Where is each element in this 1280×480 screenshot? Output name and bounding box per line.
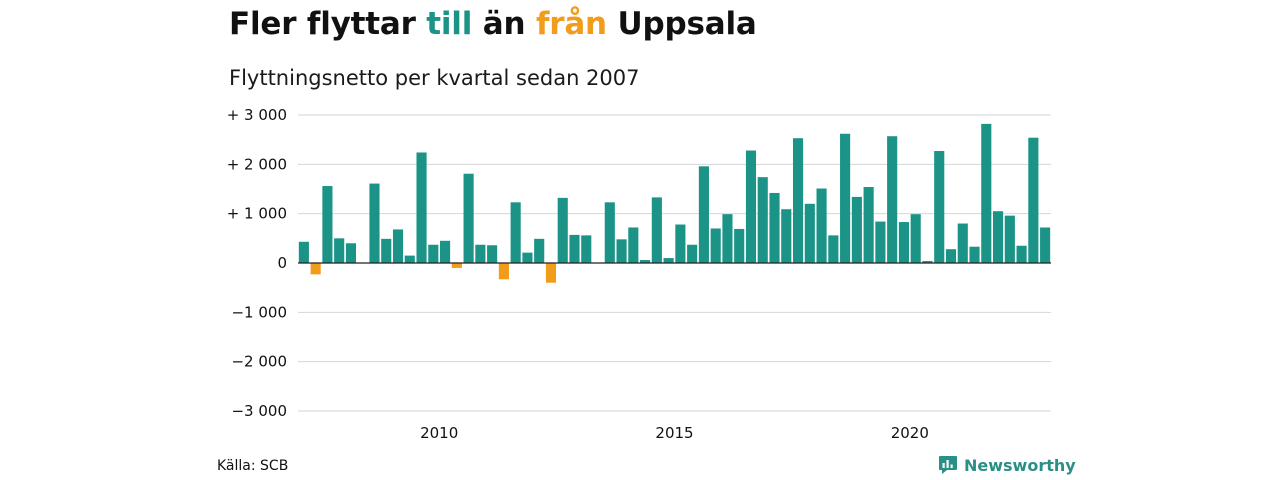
brand-name: Newsworthy — [964, 455, 1076, 475]
chart-subtitle: Flyttningsnetto per kvartal sedan 2007 — [229, 66, 640, 90]
bar — [581, 235, 592, 263]
y-tick-label: + 1 000 — [227, 205, 287, 223]
bar — [957, 223, 968, 263]
bar — [734, 228, 745, 263]
bar — [510, 202, 521, 263]
bar — [404, 255, 415, 263]
bar — [345, 243, 357, 263]
bar — [1016, 245, 1027, 263]
bar — [616, 239, 627, 263]
bar — [322, 186, 333, 263]
bar-series — [298, 123, 1051, 283]
bar — [934, 151, 945, 263]
bar — [628, 227, 639, 263]
bar — [887, 136, 898, 263]
bar — [757, 177, 768, 263]
title-word-out: från — [535, 6, 607, 42]
bar — [1004, 215, 1015, 263]
bar — [451, 263, 462, 268]
bar — [557, 197, 568, 263]
bar — [475, 244, 486, 263]
x-tick-label: 2010 — [420, 424, 458, 442]
y-tick-label: + 3 000 — [227, 106, 287, 124]
bar — [498, 263, 509, 280]
bar — [522, 252, 533, 263]
bar — [945, 249, 957, 263]
bar — [993, 211, 1004, 263]
bar — [1028, 137, 1039, 263]
bar — [1040, 227, 1051, 263]
bar — [428, 244, 439, 263]
bar — [675, 224, 686, 263]
bar — [534, 238, 545, 263]
y-tick-label: + 2 000 — [227, 155, 287, 173]
chart-title: Fler flyttar till än från Uppsala — [229, 6, 757, 42]
y-tick-label: 0 — [277, 254, 287, 272]
bar — [828, 235, 839, 263]
bar — [569, 234, 580, 263]
bar — [369, 183, 380, 263]
bar — [910, 214, 921, 263]
bar — [722, 214, 733, 263]
bar — [781, 209, 792, 263]
bar — [745, 150, 757, 263]
y-axis: + 3 000 + 2 000 + 1 000 0 −1 000 −2 000 −3 000 — [227, 106, 287, 420]
bar — [604, 202, 615, 263]
x-axis: 2010 2015 2020 — [420, 424, 929, 442]
bar — [640, 260, 651, 263]
bar — [545, 263, 557, 283]
bar — [898, 222, 909, 263]
newsworthy-logo: Newsworthy — [938, 455, 1076, 475]
bar — [487, 245, 498, 263]
bar — [651, 197, 662, 263]
x-tick-label: 2015 — [655, 424, 693, 442]
bar — [463, 173, 474, 263]
title-part1: Fler flyttar — [229, 6, 427, 42]
bar — [981, 123, 992, 263]
source-note: Källa: SCB — [217, 458, 289, 474]
bar — [710, 228, 721, 263]
bar — [769, 192, 780, 263]
title-word-in: till — [426, 6, 473, 42]
bar — [698, 166, 709, 263]
x-tick-label: 2020 — [891, 424, 929, 442]
bar — [310, 263, 321, 275]
title-part2: än — [472, 6, 536, 42]
bar — [392, 229, 404, 263]
title-part3: Uppsala — [606, 6, 757, 42]
bar — [969, 246, 980, 263]
bar — [381, 238, 392, 263]
bar — [687, 244, 698, 263]
bar — [298, 241, 309, 263]
bar — [804, 203, 815, 263]
bar — [851, 196, 862, 263]
bar — [416, 152, 427, 263]
y-tick-label: −1 000 — [231, 303, 287, 321]
y-tick-label: −2 000 — [231, 353, 287, 371]
bar — [792, 138, 804, 263]
bar-chart-speech-icon — [939, 456, 957, 474]
bar — [875, 221, 886, 263]
bar — [440, 240, 451, 263]
bar — [663, 258, 674, 263]
bar — [863, 187, 874, 263]
bar — [922, 261, 933, 263]
y-tick-label: −3 000 — [231, 402, 287, 420]
bar — [840, 133, 851, 263]
bar — [334, 238, 345, 263]
bar — [816, 188, 827, 263]
